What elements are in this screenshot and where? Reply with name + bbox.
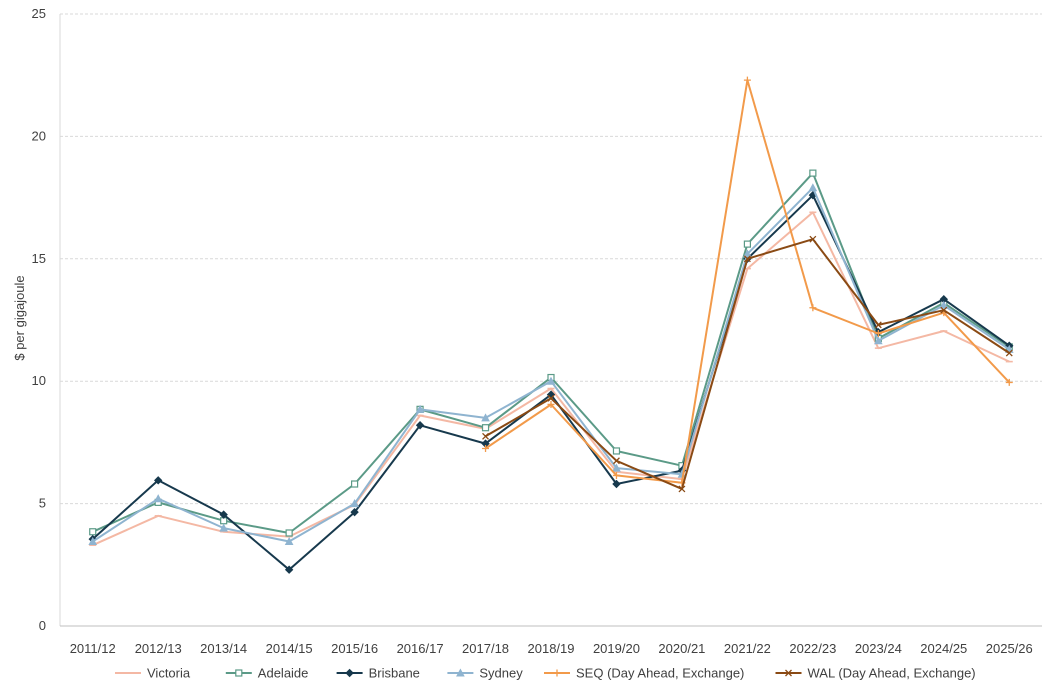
legend-marker [345, 668, 354, 678]
data-point-sydney [350, 499, 359, 508]
legend-item-adelaide: Adelaide [225, 666, 309, 681]
legend-item-sydney: Sydney [447, 666, 523, 681]
x-tick-label: 2020/21 [658, 641, 705, 656]
data-point-adelaide [809, 169, 817, 177]
data-point-wal-day-ahead-exchange [1005, 349, 1013, 357]
series-lines [88, 76, 1014, 574]
legend-label: SEQ (Day Ahead, Exchange) [576, 666, 744, 681]
x-tick-label: 2025/26 [986, 641, 1033, 656]
data-point-sydney [284, 536, 294, 546]
data-point-adelaide [743, 240, 752, 248]
y-tick-label: 5 [39, 496, 46, 511]
y-axis-title: $ per gigajoule [12, 275, 27, 360]
legend-item-seq-day-ahead-exchange: SEQ (Day Ahead, Exchange) [544, 666, 744, 681]
data-point-sydney [88, 536, 98, 546]
data-point-wal-day-ahead-exchange [613, 457, 620, 465]
data-point-wal-day-ahead-exchange [874, 321, 882, 329]
data-point-seq-day-ahead-exchange [482, 445, 490, 453]
x-tick-label: 2016/17 [397, 641, 444, 656]
x-tick-label: 2017/18 [462, 641, 509, 656]
legend-label: Brisbane [369, 666, 420, 681]
data-point-sydney [743, 249, 752, 258]
data-point-brisbane [153, 476, 163, 485]
data-point-seq-day-ahead-exchange [612, 471, 620, 479]
data-point-brisbane [219, 510, 228, 519]
x-tick-label: 2019/20 [593, 641, 640, 656]
x-tick-label: 2014/15 [266, 641, 313, 656]
x-tick-label: 2024/25 [920, 641, 967, 656]
data-point-sydney [808, 183, 818, 192]
series-adelaide [89, 169, 1013, 537]
series-line-sydney [92, 186, 1010, 543]
x-tick-label: 2012/13 [135, 641, 182, 656]
data-point-brisbane [415, 421, 425, 430]
legend-marker [235, 669, 243, 677]
data-point-adelaide [89, 528, 97, 536]
data-point-adelaide [481, 424, 490, 432]
data-point-sydney [219, 523, 229, 532]
axes: 0 5 10 15 20 25 2011/12 2012/13 2013/14 2014/15 20… [32, 6, 1042, 656]
x-tick-label: 2021/22 [724, 641, 771, 656]
gridlines [60, 13, 1042, 505]
legend: Victoria Adelaide Brisbane Sydney SEQ (Day A… [115, 666, 976, 681]
series-sydney [88, 183, 1014, 546]
legend-label: WAL (Day Ahead, Exchange) [808, 666, 976, 681]
series-line-adelaide [92, 172, 1010, 534]
data-point-brisbane [284, 565, 294, 574]
data-point-wal-day-ahead-exchange [940, 306, 948, 314]
data-point-seq-day-ahead-exchange [547, 400, 555, 408]
y-tick-label: 25 [32, 6, 46, 21]
legend-item-victoria: Victoria [115, 666, 191, 681]
data-point-wal-day-ahead-exchange [547, 394, 555, 402]
data-point-seq-day-ahead-exchange [743, 76, 751, 84]
y-tick-label: 20 [32, 128, 46, 143]
data-point-seq-day-ahead-exchange [809, 304, 817, 312]
data-point-seq-day-ahead-exchange [1005, 378, 1013, 386]
data-point-sydney [546, 376, 556, 385]
data-point-sydney [153, 494, 163, 503]
legend-marker [785, 669, 792, 677]
series-seq-day-ahead-exchange [482, 76, 1013, 487]
series-line-seq-day-ahead-exchange [484, 79, 1011, 484]
data-point-brisbane [612, 479, 621, 489]
legend-item-wal-day-ahead-exchange: WAL (Day Ahead, Exchange) [775, 666, 976, 681]
legend-marker [456, 668, 465, 677]
y-tick-label: 0 [39, 618, 46, 633]
data-point-wal-day-ahead-exchange [482, 432, 489, 440]
data-point-adelaide [285, 529, 293, 537]
series-line-wal-day-ahead-exchange [484, 238, 1010, 490]
x-tick-label: 2018/19 [528, 641, 575, 656]
legend-label: Adelaide [258, 666, 309, 681]
x-tick-label: 2023/24 [855, 641, 902, 656]
data-point-wal-day-ahead-exchange [743, 255, 751, 263]
legend-marker [553, 669, 561, 677]
data-point-wal-day-ahead-exchange [678, 485, 686, 493]
data-point-adelaide [612, 447, 621, 455]
legend-label: Victoria [147, 666, 191, 681]
data-point-sydney [415, 404, 425, 413]
x-tick-label: 2015/16 [331, 641, 378, 656]
data-point-sydney [873, 336, 883, 345]
x-tick-label: 2013/14 [200, 641, 247, 656]
data-point-sydney [939, 300, 949, 309]
data-point-sydney [481, 413, 490, 422]
series-wal-day-ahead-exchange [482, 235, 1013, 493]
y-tick-label: 15 [32, 251, 46, 266]
data-point-seq-day-ahead-exchange [874, 329, 882, 337]
x-tick-label: 2011/12 [70, 641, 116, 656]
data-point-brisbane [350, 507, 359, 517]
data-point-wal-day-ahead-exchange [809, 235, 817, 243]
y-tick-label: 10 [32, 373, 46, 388]
legend-item-brisbane: Brisbane [336, 666, 420, 681]
data-point-sydney [612, 463, 621, 472]
x-tick-label: 2022/23 [789, 641, 836, 656]
legend-label: Sydney [479, 666, 523, 681]
data-point-adelaide [351, 480, 359, 488]
